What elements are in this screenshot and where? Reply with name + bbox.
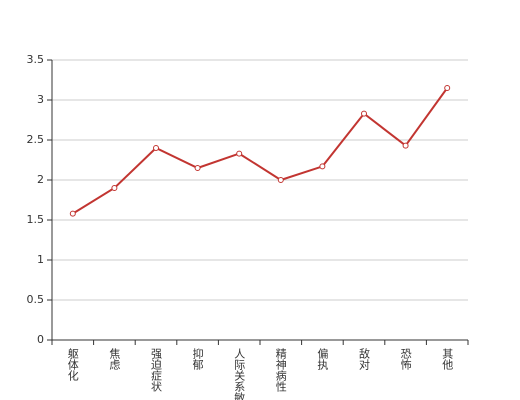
line [72, 87, 449, 215]
x-tick-label: 躯体化 [66, 348, 79, 382]
y-tick-label: 3 [37, 93, 44, 106]
point [319, 163, 326, 170]
y-tick-label: 3.5 [27, 53, 45, 66]
x-tick-label: 敌对 [358, 347, 371, 370]
y-tick-label: 1.5 [27, 213, 45, 226]
x-tick-label: 其他 [441, 348, 454, 370]
point [194, 165, 201, 171]
x-tick-label: 偏执 [316, 347, 329, 371]
y-tick-label: 2.5 [27, 133, 45, 146]
x-tick-label: 人际关系敏感 [233, 348, 246, 400]
x-tick-label: 精神病性 [274, 348, 287, 393]
point [361, 110, 367, 117]
y-tick-label: 0.5 [27, 293, 45, 306]
x-tick-label: 抑郁 [191, 347, 204, 370]
y-tick-label: 2 [37, 173, 44, 186]
x-tick-label: 强迫症状 [150, 348, 163, 392]
point [69, 210, 76, 217]
x-tick-label: 焦虑 [108, 348, 121, 370]
x-tick-label: 恐怖 [399, 348, 412, 370]
point [153, 145, 159, 151]
point [402, 142, 409, 149]
point [236, 150, 243, 157]
point [277, 177, 284, 183]
point [111, 185, 118, 191]
y-tick-label: 0 [37, 333, 44, 346]
y-tick-label: 1 [37, 253, 44, 266]
point [444, 85, 451, 91]
